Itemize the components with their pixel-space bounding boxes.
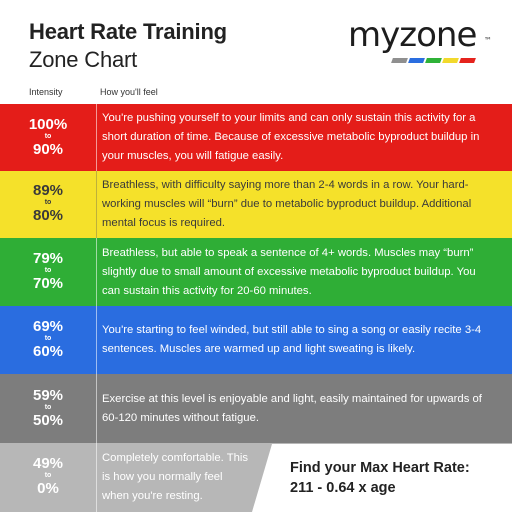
title-block: Heart Rate Training Zone Chart [29,21,227,71]
column-header-feel: How you'll feel [100,87,158,97]
zone-band: 100% to 90% You're pushing yourself to y… [0,104,512,171]
zone-band: 59% to 50% Exercise at this level is enj… [0,374,512,443]
zone-max-percent: 59% [32,387,64,404]
zone-description: Exercise at this level is enjoyable and … [96,374,488,443]
zone-min-percent: 0% [37,480,59,497]
zone-max-percent: 100% [28,116,68,133]
zone-min-percent: 50% [32,412,64,429]
zone-intensity: 79% to 70% [0,250,96,292]
zone-description: Breathless, but able to speak a sentence… [96,238,488,306]
page-title: Heart Rate Training [29,19,227,44]
zone-intensity: 69% to 60% [0,318,96,360]
zone-intensity: 59% to 50% [0,387,96,429]
zone-min-percent: 80% [32,207,64,224]
logo-bar [425,58,442,63]
zone-intensity: 49% to 0% [0,455,96,497]
zone-min-percent: 60% [32,343,64,360]
zone-description: You're pushing yourself to your limits a… [96,104,488,171]
column-header-intensity: Intensity [29,87,63,97]
logo-color-bars [391,58,476,63]
zone-description: Completely comfortable. This is how you … [96,443,252,512]
zone-max-percent: 79% [32,250,64,267]
zone-to-label: to [44,404,52,411]
zone-band: 89% to 80% Breathless, with difficulty s… [0,171,512,238]
max-heart-rate-formula: 211 - 0.64 x age [290,480,396,496]
zone-to-label: to [44,267,52,274]
zone-min-percent: 70% [32,275,64,292]
zone-intensity: 100% to 90% [0,116,96,158]
zone-intensity: 89% to 80% [0,182,96,224]
logo-bar [459,58,476,63]
logo-bar [391,58,408,63]
zone-to-label: to [44,335,52,342]
zone-band: 69% to 60% You're starting to feel winde… [0,306,512,374]
logo-bar [442,58,459,63]
zone-description: You're starting to feel winded, but stil… [96,306,488,374]
logo-wordmark: myzone ™ [348,18,493,52]
logo-text: myzone [348,15,477,55]
zone-band: 79% to 70% Breathless, but able to speak… [0,238,512,306]
zone-max-percent: 49% [32,455,64,472]
logo-trademark: ™ [484,36,492,45]
max-heart-rate-heading: Find your Max Heart Rate: [290,460,470,476]
page-subtitle: Zone Chart [29,47,138,72]
zone-max-percent: 69% [32,318,64,335]
max-heart-rate-box: Find your Max Heart Rate: 211 - 0.64 x a… [252,444,512,512]
zone-to-label: to [44,472,52,479]
zone-to-label: to [44,133,52,140]
zone-to-label: to [44,199,52,206]
zone-max-percent: 89% [32,182,64,199]
zone-description: Breathless, with difficulty saying more … [96,171,488,238]
zone-min-percent: 90% [32,141,64,158]
logo-bar [408,58,425,63]
myzone-logo: myzone ™ [348,18,493,68]
